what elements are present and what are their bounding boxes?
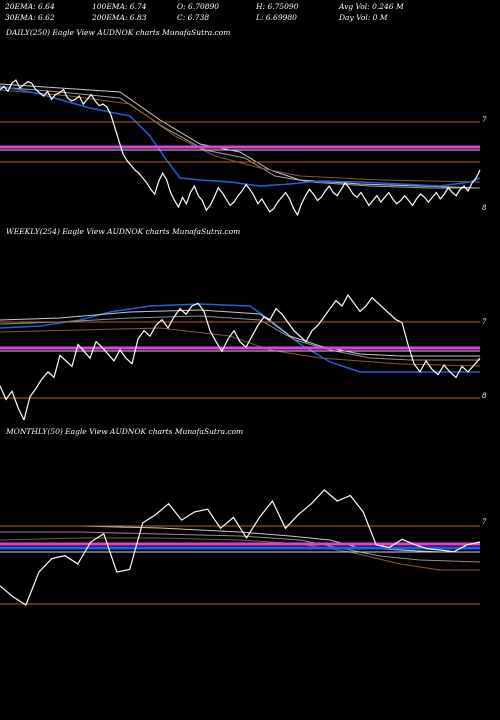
- weekly-panel-title: WEEKLY(254) Eagle View AUDNOK charts Mun…: [6, 227, 241, 236]
- monthly-ma-grey-2: [0, 531, 481, 563]
- weekly-ma-lines: [0, 303, 481, 373]
- monthly-panel-title: MONTHLY(50) Eagle View AUDNOK charts Mun…: [6, 427, 244, 436]
- daily-ma-grey-1: [0, 83, 481, 189]
- monthly-ytick-7: 7: [482, 518, 487, 526]
- weekly-ytick-7: 7: [482, 318, 487, 326]
- weekly-ytick-8: 8: [482, 392, 487, 400]
- ema100-readout: 100EMA: 6.74: [92, 2, 147, 11]
- ema20-readout: 20EMA: 6.64: [5, 2, 55, 11]
- daily-chart: 7 8: [0, 79, 487, 217]
- weekly-ma-brown: [0, 327, 481, 367]
- weekly-ma-grey-2: [0, 315, 480, 361]
- weekly-price-line: [0, 293, 481, 420]
- daily-ma-lines: [0, 83, 481, 189]
- daily-panel-title: DAILY(250) Eagle View AUDNOK charts Muna…: [6, 28, 231, 37]
- monthly-price-line: [0, 489, 481, 606]
- high-readout: H: 6.75090: [256, 2, 299, 11]
- weekly-chart: 7 8: [0, 293, 487, 420]
- low-readout: L: 6.69980: [256, 13, 297, 22]
- ema200-readout: 200EMA: 6.83: [92, 13, 147, 22]
- open-readout: O: 6.70890: [177, 2, 220, 11]
- close-readout: C: 6.738: [177, 13, 210, 22]
- daily-ytick-8: 8: [482, 204, 487, 212]
- daily-price-line: [0, 79, 481, 217]
- weekly-ma-blue: [0, 303, 480, 373]
- weekly-ma-grey-1: [0, 309, 480, 357]
- daily-ma-brown: [0, 89, 481, 183]
- monthly-chart: 7: [0, 489, 487, 606]
- daily-ma-blue: [0, 85, 481, 187]
- dayvol-readout: Day Vol: 0 M: [339, 13, 388, 22]
- daily-ytick-7: 7: [482, 116, 487, 124]
- avgvol-readout: Avg Vol: 0.246 M: [339, 2, 404, 11]
- ema30-readout: 30EMA: 6.62: [5, 13, 55, 22]
- monthly-ma-grey-1: [0, 525, 480, 553]
- daily-ma-grey-2: [0, 86, 480, 189]
